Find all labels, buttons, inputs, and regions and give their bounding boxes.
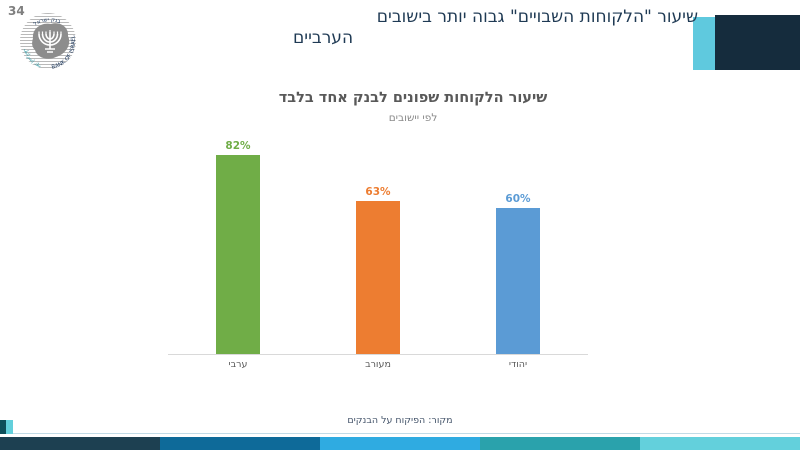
category-label: מעורב — [365, 359, 391, 370]
bar-value-label: 60% — [505, 193, 531, 205]
title-accent-navy-block — [715, 15, 800, 70]
logo-text-hebrew: בנק ישראל — [32, 17, 61, 27]
page-number: 34 — [8, 4, 25, 18]
bar-plot-area: 82% 63% 60% — [168, 111, 588, 354]
footer-divider-line — [0, 433, 800, 434]
bar-value-label: 63% — [365, 186, 391, 198]
bar-group: 82% — [168, 111, 308, 354]
source-note: מקור: הפיקוח על הבנקים — [347, 415, 453, 426]
slide-title-line1: שיעור "הלקוחות השבויים" גבוה יותר בישובי… — [376, 7, 698, 27]
menorah-icon — [38, 30, 62, 53]
footer-color-strip — [0, 437, 800, 450]
chart-title: שיעור הלקוחות שפונים לבנק אחד בלבד — [278, 90, 548, 106]
footer-corner-cyan-square — [6, 420, 13, 434]
category-label: יהודי — [508, 359, 528, 370]
footer-corner-dark-square — [0, 420, 6, 434]
footer-strip-segment — [480, 437, 640, 450]
bar-value-label: 82% — [225, 140, 251, 152]
title-accent-cyan-block — [693, 17, 715, 70]
bar-group: 63% — [308, 111, 448, 354]
category-axis: ערבי מעורב יהודי — [168, 359, 588, 370]
category-label: ערבי — [228, 359, 248, 370]
svg-text:בנק ישראל: בנק ישראל — [32, 17, 61, 27]
footer-strip-segment — [160, 437, 320, 450]
bar — [216, 155, 260, 354]
x-axis-line — [168, 354, 588, 355]
slide-title: שיעור "הלקוחות השבויים" גבוה יותר בישובי… — [293, 7, 698, 49]
footer-strip-segment — [320, 437, 480, 450]
chart-subtitle: לפי יישובים — [388, 112, 438, 124]
footer-strip-segment — [0, 437, 160, 450]
bar-group: 60% — [448, 111, 588, 354]
bar — [356, 201, 400, 354]
slide-title-line2: הערביים — [293, 28, 354, 48]
bar — [496, 208, 540, 354]
footer-strip-segment — [640, 437, 800, 450]
bank-of-israel-logo: BANK OF ISRAEL בנק ישראל بنك إسرائيل — [20, 13, 77, 71]
